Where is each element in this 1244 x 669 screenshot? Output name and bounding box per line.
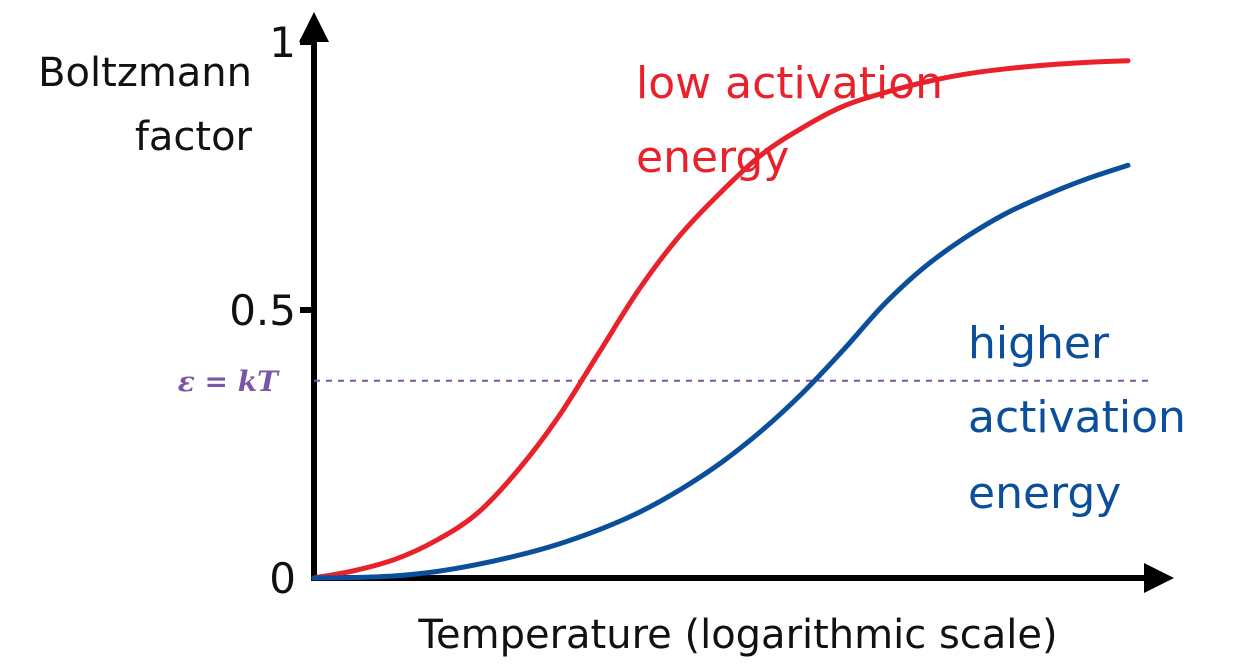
series-label-high-line-3: energy [968, 468, 1121, 519]
y-ticks: 00.51 [229, 18, 314, 603]
x-axis-arrowhead [1144, 563, 1174, 593]
series-label-low-line-2: energy [636, 132, 789, 183]
series-label-low-line-1: low activation [636, 58, 943, 109]
y-axis-label-line-2: factor [135, 114, 253, 160]
reference-line-label: ε = kT [178, 365, 280, 398]
series-line-higher-activation [311, 162, 1131, 581]
y-tick-label: 1 [269, 18, 296, 67]
series-group [311, 58, 1131, 581]
y-tick-label: 0 [269, 554, 296, 603]
series-line-low-activation [311, 58, 1131, 581]
y-tick-label: 0.5 [229, 286, 296, 335]
y-axis-arrowhead [299, 12, 329, 42]
x-axis-label: Temperature (logarithmic scale) [417, 612, 1057, 658]
series-label-high-line-2: activation [968, 392, 1186, 443]
y-axis-label-line-1: Boltzmann [38, 50, 252, 96]
series-label-high-line-1: higher [968, 318, 1110, 369]
